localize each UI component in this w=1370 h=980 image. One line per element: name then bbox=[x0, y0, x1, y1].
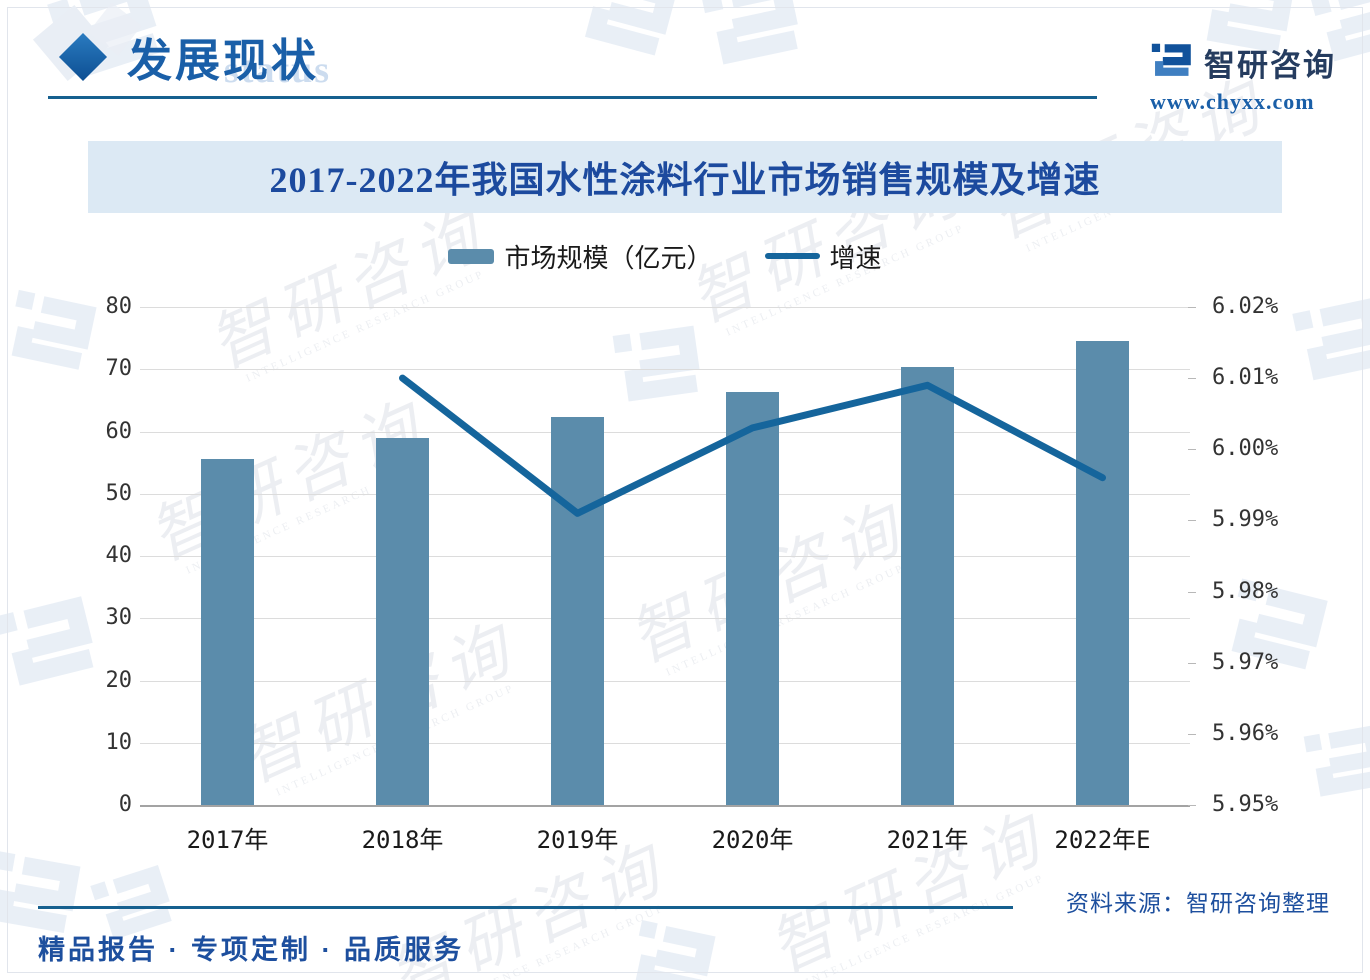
watermark-logo-icon bbox=[696, 0, 815, 87]
y-axis-label-right: 5.97% bbox=[1212, 649, 1279, 675]
bar bbox=[551, 416, 604, 805]
chart-legend: 市场规模（亿元） 增速 bbox=[140, 238, 1190, 274]
section-title: 发展现状 bbox=[127, 36, 320, 86]
y-axis-label-right: 5.96% bbox=[1212, 720, 1279, 746]
grid-line bbox=[140, 805, 1190, 807]
brand-website: www.chyxx.com bbox=[1150, 89, 1315, 114]
legend-item-growth: 增速 bbox=[764, 238, 882, 275]
y-axis-label-left: 60 bbox=[105, 418, 133, 444]
right-axis-tick bbox=[1188, 449, 1196, 451]
y-axis-label-right: 5.98% bbox=[1212, 578, 1279, 604]
legend-line-swatch bbox=[764, 253, 820, 259]
x-axis-label: 2018年 bbox=[361, 826, 444, 854]
grid-line bbox=[140, 369, 1190, 371]
bar bbox=[901, 366, 954, 805]
right-axis-tick bbox=[1188, 520, 1196, 522]
grid-line bbox=[140, 431, 1190, 433]
x-axis-label: 2020年 bbox=[711, 826, 794, 854]
y-axis-label-left: 30 bbox=[105, 605, 133, 631]
y-axis-label-left: 40 bbox=[105, 543, 133, 568]
right-axis-tick bbox=[1188, 378, 1196, 380]
right-axis-tick bbox=[1188, 733, 1196, 735]
y-axis-label-left: 80 bbox=[105, 294, 133, 319]
chart-title-banner: 2017-2022年我国水性涂料行业市场销售规模及增速 bbox=[88, 141, 1282, 213]
grid-line bbox=[140, 307, 1190, 308]
bar bbox=[376, 438, 429, 805]
plot-area bbox=[140, 307, 1190, 807]
watermark-logo-icon bbox=[622, 914, 723, 980]
footer-divider bbox=[38, 906, 1013, 909]
brand-name: 智研咨询 bbox=[1204, 48, 1336, 83]
y-axis-label-right: 5.95% bbox=[1212, 792, 1279, 817]
x-axis-label: 2021年 bbox=[886, 826, 969, 854]
right-axis-tick bbox=[1188, 805, 1196, 806]
x-axis-label: 2022年E bbox=[1054, 826, 1151, 854]
grid-line bbox=[140, 556, 1190, 557]
legend-bar-label: 市场规模（亿元） bbox=[504, 242, 713, 273]
y-axis-label-right: 5.99% bbox=[1212, 507, 1279, 533]
chart-title: 2017-2022年我国水性涂料行业市场销售规模及增速 bbox=[269, 160, 1101, 200]
y-axis-label-left: 50 bbox=[105, 480, 133, 506]
footer-tagline: 精品报告 · 专项定制 · 品质服务 bbox=[38, 935, 464, 965]
growth-line bbox=[399, 374, 1106, 517]
header-divider bbox=[48, 96, 1097, 99]
bar bbox=[1076, 341, 1129, 805]
brand-block: 智研咨询 www.chyxx.com bbox=[1150, 40, 1350, 115]
bar bbox=[726, 391, 779, 805]
grid-line bbox=[140, 493, 1190, 495]
section-title-watermark: status bbox=[224, 49, 332, 91]
right-axis-tick bbox=[1188, 307, 1196, 308]
bar bbox=[201, 458, 254, 805]
y-axis-label-left: 0 bbox=[118, 792, 132, 817]
grid-line bbox=[140, 680, 1190, 682]
watermark-logo-icon bbox=[569, 0, 685, 78]
y-axis-label-left: 10 bbox=[105, 729, 133, 755]
watermark-logo-icon bbox=[1287, 289, 1370, 402]
y-axis-label-right: 6.00% bbox=[1212, 436, 1279, 462]
grid-line bbox=[140, 742, 1190, 744]
y-axis-label-right: 6.01% bbox=[1212, 365, 1279, 391]
right-axis-tick bbox=[1188, 662, 1196, 664]
legend-item-market-size: 市场规模（亿元） bbox=[448, 238, 713, 275]
legend-bar-swatch bbox=[448, 248, 495, 264]
source-note: 资料来源：智研咨询整理 bbox=[1066, 890, 1330, 916]
watermark-logo-icon bbox=[1299, 717, 1370, 815]
y-axis-label-right: 6.02% bbox=[1212, 294, 1279, 319]
grid-line bbox=[140, 618, 1190, 620]
brand-logo-icon bbox=[1150, 41, 1194, 85]
right-axis-tick bbox=[1188, 591, 1196, 593]
x-axis-label: 2019年 bbox=[536, 826, 619, 854]
legend-line-label: 增速 bbox=[829, 242, 882, 273]
y-axis-label-left: 20 bbox=[105, 667, 133, 693]
x-axis-label: 2017年 bbox=[186, 826, 269, 854]
y-axis-label-left: 70 bbox=[105, 356, 133, 382]
